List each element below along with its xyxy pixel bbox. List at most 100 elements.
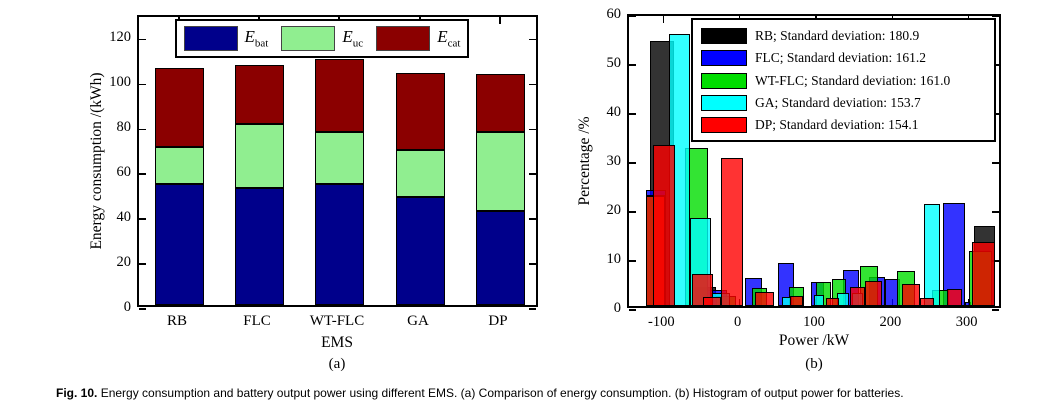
y-tick-mark	[139, 173, 146, 175]
y-tick-mark	[529, 263, 536, 265]
legend-entry-E_bat: Ebat	[183, 26, 269, 51]
legend-label-E_cat: Ecat	[437, 27, 461, 50]
panel-a-x-axis-label: EMS	[321, 334, 353, 351]
y-tick-mark	[139, 308, 146, 310]
bar-segment-E_cat	[475, 73, 525, 133]
legend-entry-E_cat: Ecat	[376, 26, 460, 51]
panel-a-y-tick-label: 0	[123, 299, 131, 315]
panel-b-y-tick-label: 30	[606, 153, 622, 169]
y-tick-mark	[629, 309, 636, 311]
bar-segment-E_bat	[395, 197, 445, 305]
y-tick-mark	[139, 263, 146, 265]
legend-entry-GA: GA; Standard deviation: 153.7	[701, 92, 986, 114]
panel-b-y-tick-label: 0	[613, 300, 621, 316]
panel-b-y-tick-label: 60	[606, 6, 622, 22]
y-tick-mark	[529, 83, 536, 86]
y-tick-mark	[629, 162, 636, 164]
panel-b-x-tick-label: 100	[803, 314, 825, 330]
legend-swatch-E_bat	[183, 26, 238, 51]
panel-a-sublabel: (a)	[328, 356, 346, 372]
histogram-bar-DP	[652, 145, 675, 306]
histogram-bar-DP	[971, 242, 995, 306]
panel-b-plot-area: RB; Standard deviation: 180.9 FLC; Standa…	[627, 14, 1001, 311]
panel-b-y-tick-label: 40	[606, 104, 622, 120]
legend-swatch-FLC	[701, 50, 747, 67]
histogram-bar-DP	[902, 283, 920, 306]
bar-segment-E_bat	[475, 210, 525, 305]
legend-label-RB: RB; Standard deviation: 180.9	[755, 28, 920, 44]
legend-label-FLC: FLC; Standard deviation: 161.2	[755, 50, 926, 66]
legend-swatch-E_uc	[281, 26, 336, 51]
legend-label-GA: GA; Standard deviation: 153.7	[755, 94, 921, 110]
panel-b-sublabel: (b)	[805, 356, 823, 372]
panel-a-x-tick-label: DP	[488, 313, 508, 329]
legend-entry-E_uc: Euc	[281, 26, 363, 51]
panel-a-y-tick-label: 120	[109, 29, 131, 46]
y-tick-mark	[529, 128, 536, 131]
panel-a-legend: Ebat Euc Ecat	[175, 19, 469, 58]
legend-entry-FLC: FLC; Standard deviation: 161.2	[701, 47, 986, 69]
y-tick-mark	[992, 309, 999, 311]
panel-b-y-tick-label: 50	[606, 55, 622, 71]
panel-a-y-tick-label: 60	[116, 164, 132, 181]
figure-caption-label: Fig. 10.	[56, 386, 98, 400]
y-tick-mark	[992, 260, 999, 262]
y-tick-mark	[629, 260, 636, 262]
panel-a-x-tick-label: RB	[166, 313, 188, 329]
y-tick-mark	[629, 113, 636, 115]
figure-caption-text: Energy consumption and battery output po…	[100, 386, 904, 400]
panel-b-x-tick-label: 300	[955, 314, 978, 330]
y-tick-mark	[629, 211, 636, 213]
x-tick-mark	[499, 17, 501, 24]
legend-swatch-WT-FLC	[701, 72, 747, 89]
histogram-bar-DP	[703, 296, 722, 306]
y-tick-mark	[139, 83, 146, 86]
histogram-bar-GA	[924, 204, 940, 306]
panel-a-y-tick-label: 20	[116, 254, 132, 271]
histogram-bar-DP	[849, 287, 865, 306]
histogram-bar-DP	[721, 157, 743, 306]
bar-segment-E_bat	[314, 183, 364, 305]
y-tick-mark	[529, 38, 536, 41]
bar-segment-E_cat	[314, 59, 364, 133]
histogram-bar-DP	[825, 298, 839, 306]
bar-segment-E_cat	[234, 64, 284, 125]
legend-label-WT-FLC: WT-FLC; Standard deviation: 161.0	[755, 72, 951, 88]
panel-a-x-tick-label: WT-FLC	[309, 313, 365, 329]
y-tick-mark	[992, 211, 999, 213]
y-tick-mark	[139, 128, 146, 131]
legend-label-E_uc: Euc	[342, 27, 364, 50]
bar-segment-E_uc	[475, 132, 525, 211]
legend-entry-DP: DP; Standard deviation: 154.1	[701, 114, 986, 136]
legend-swatch-DP	[701, 116, 747, 133]
histogram-bar-GA	[813, 294, 825, 306]
legend-entry-WT-FLC: WT-FLC; Standard deviation: 161.0	[701, 69, 986, 91]
histogram-bar-DP	[864, 280, 882, 306]
panel-b-y-tick-label: 10	[606, 251, 622, 267]
panel-b-legend: RB; Standard deviation: 180.9 FLC; Standa…	[691, 18, 996, 142]
panel-a-x-tick-label: FLC	[243, 313, 271, 329]
bar-segment-E_uc	[395, 150, 445, 198]
histogram-bar-DP	[790, 296, 804, 306]
bar-segment-E_cat	[154, 68, 204, 147]
bar-segment-E_uc	[234, 124, 284, 189]
panel-a-x-tick-label: GA	[407, 313, 429, 329]
legend-swatch-RB	[701, 28, 747, 45]
legend-swatch-E_cat	[376, 26, 431, 51]
histogram-bar-DP	[919, 298, 934, 306]
y-tick-mark	[139, 38, 146, 41]
panel-a-plot-area: Ebat Euc Ecat	[137, 15, 538, 310]
panel-b-x-tick-label: 200	[879, 314, 902, 330]
bar-segment-E_bat	[154, 183, 204, 305]
y-tick-mark	[139, 218, 146, 220]
panel-b-y-tick-label: 20	[606, 202, 622, 218]
bar-segment-E_uc	[314, 132, 364, 184]
legend-label-DP: DP; Standard deviation: 154.1	[755, 116, 919, 132]
y-tick-mark	[992, 162, 999, 164]
panel-b-x-tick-label: 0	[734, 314, 742, 330]
legend-label-E_bat: Ebat	[244, 27, 269, 50]
bar-segment-E_cat	[395, 72, 445, 151]
panel-a-y-tick-label: 100	[109, 74, 131, 91]
x-tick-mark	[662, 16, 665, 23]
